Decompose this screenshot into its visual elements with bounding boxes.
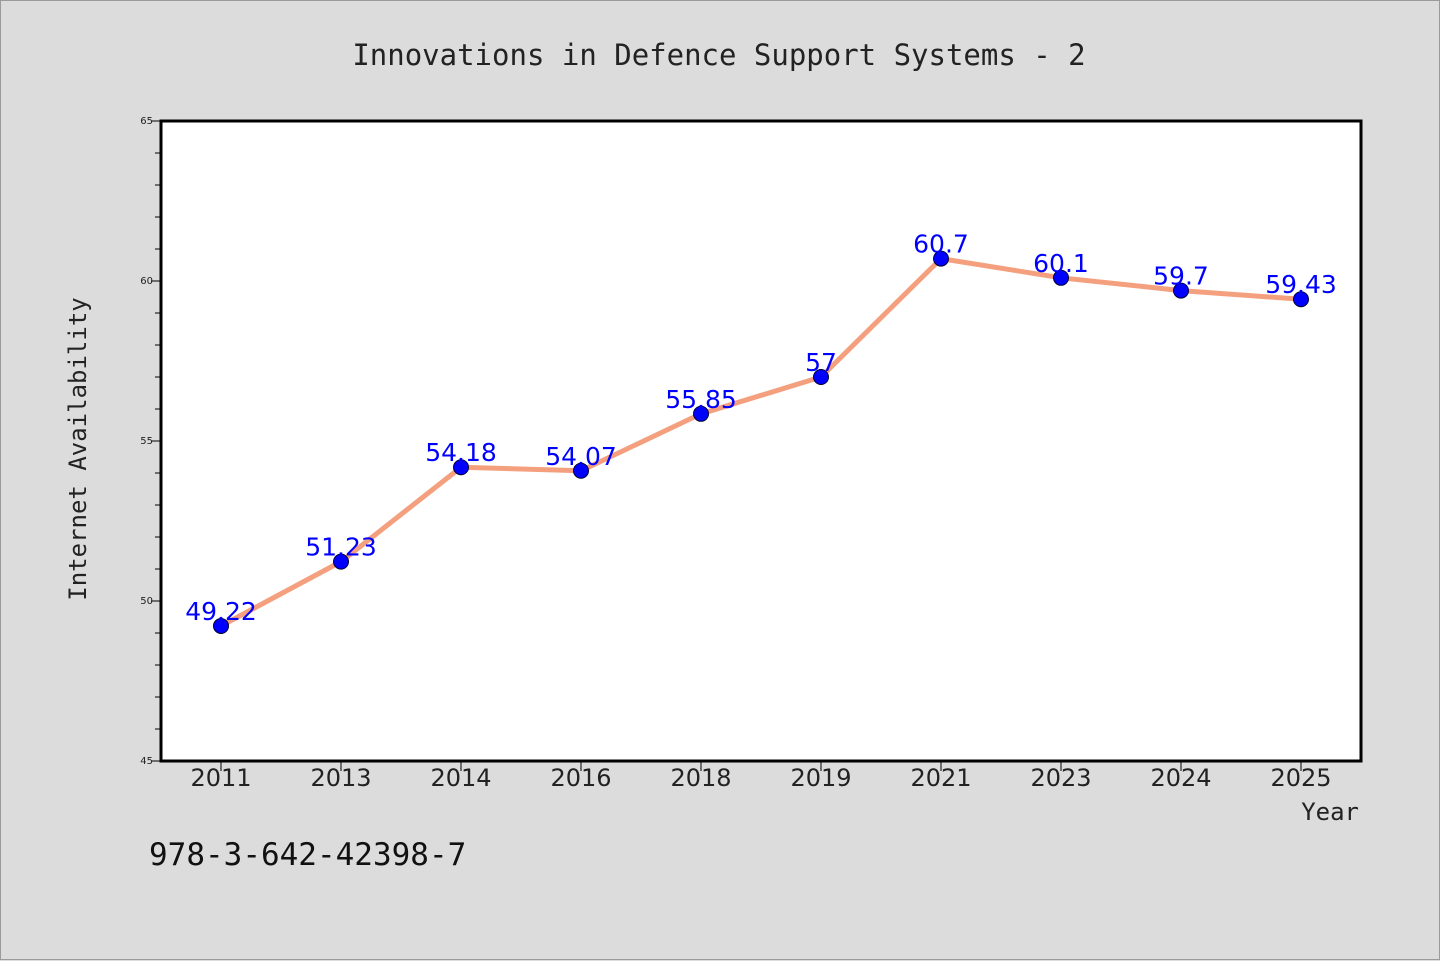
footer-identifier: 978-3-642-42398-7 [149, 837, 466, 873]
series-layer: 49.22 51.23 54.18 54.07 55.85 57 60.7 60.1 59.7 5… [185, 230, 1337, 634]
data-label: 49.22 [185, 597, 257, 626]
x-axis: 2011 2013 2014 2016 2018 2019 2021 2023 2024 2025 [190, 761, 1332, 792]
data-point [453, 459, 469, 476]
data-point [1293, 291, 1309, 308]
y-axis: 45 50 55 60 65 [140, 116, 161, 767]
y-tick-label: 50 [140, 596, 153, 607]
data-label: 60.1 [1033, 249, 1089, 278]
plot-area [159, 119, 1363, 763]
data-label: 59.7 [1153, 262, 1209, 291]
y-tick-label: 45 [140, 756, 153, 767]
data-label: 60.7 [913, 230, 969, 259]
y-tick-label: 65 [140, 116, 153, 127]
data-label: 54.07 [545, 442, 617, 471]
x-tick-label: 2021 [910, 764, 971, 792]
chart-title: Innovations in Defence Support Systems -… [352, 38, 1085, 72]
y-tick-label: 55 [140, 436, 153, 447]
data-point [333, 553, 349, 570]
data-point [813, 369, 829, 385]
series-line [218, 256, 1304, 629]
x-tick-label: 2025 [1270, 764, 1331, 792]
x-tick-label: 2016 [550, 764, 611, 792]
x-tick-label: 2014 [430, 764, 491, 792]
data-point [573, 462, 589, 479]
data-point [693, 405, 709, 422]
data-label: 59.43 [1265, 270, 1337, 299]
data-label: 55.85 [665, 385, 737, 414]
data-point [1053, 269, 1069, 286]
x-tick-label: 2011 [190, 764, 251, 792]
data-point [1173, 282, 1189, 299]
data-label: 51.23 [305, 533, 377, 562]
y-tick-label: 60 [140, 276, 153, 287]
y-axis-title: Internet Availability [64, 297, 92, 600]
x-tick-label: 2023 [1030, 764, 1091, 792]
x-tick-label: 2018 [670, 764, 731, 792]
x-tick-label: 2019 [790, 764, 851, 792]
data-point [213, 617, 229, 634]
data-point [933, 250, 949, 267]
data-label: 54.18 [425, 438, 497, 467]
x-tick-label: 2024 [1150, 764, 1211, 792]
x-tick-label: 2013 [310, 764, 371, 792]
data-label: 57 [805, 348, 837, 377]
x-axis-title: Year [1301, 798, 1359, 826]
